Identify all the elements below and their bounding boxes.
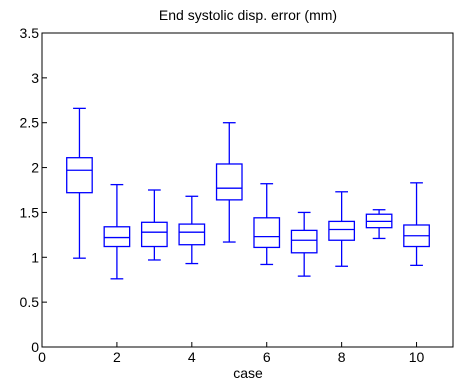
- x-tick-label: 4: [188, 349, 196, 365]
- y-tick-label: 3.5: [20, 25, 40, 41]
- y-tick-label: 0: [31, 339, 39, 355]
- y-axis: 0 0.5 1 1.5 2 2.5 3 3.5: [20, 25, 47, 355]
- box-case-10: [403, 182, 430, 267]
- box-case-5: [215, 122, 243, 243]
- box-case-3: [140, 189, 168, 261]
- iqr-box: [178, 223, 206, 246]
- x-tick-label: 10: [409, 349, 425, 365]
- box-case-1: [66, 107, 93, 259]
- y-tick-label: 1.5: [20, 204, 40, 220]
- y-tick-label: 0.5: [20, 294, 40, 310]
- y-tick-label: 1: [31, 249, 39, 265]
- box-case-6: [253, 183, 281, 266]
- x-tick-label: 2: [113, 349, 121, 365]
- iqr-box: [140, 221, 168, 248]
- iqr-box: [328, 220, 356, 241]
- y-tick-label: 2.5: [20, 115, 40, 131]
- y-tick-label: 2: [31, 160, 39, 176]
- box-case-4: [178, 195, 206, 265]
- iqr-box: [253, 217, 281, 249]
- box-case-9: [365, 209, 393, 240]
- box-case-8: [328, 191, 356, 267]
- x-tick-label: 0: [38, 349, 46, 365]
- iqr-box: [215, 163, 243, 201]
- y-tick-label: 3: [31, 70, 39, 86]
- box-case-2: [103, 183, 131, 280]
- chart-title: End systolic disp. error (mm): [159, 7, 337, 23]
- x-tick-label: 8: [338, 349, 346, 365]
- x-tick-label: 6: [263, 349, 271, 365]
- x-axis: 0 2 4 6 8 10: [38, 342, 425, 365]
- boxes-group: [66, 107, 430, 280]
- plot-frame: [41, 32, 454, 348]
- iqr-box: [66, 157, 93, 194]
- box-case-7: [290, 211, 318, 277]
- x-axis-label: case: [233, 365, 263, 381]
- iqr-box: [290, 229, 318, 254]
- iqr-box: [103, 226, 131, 248]
